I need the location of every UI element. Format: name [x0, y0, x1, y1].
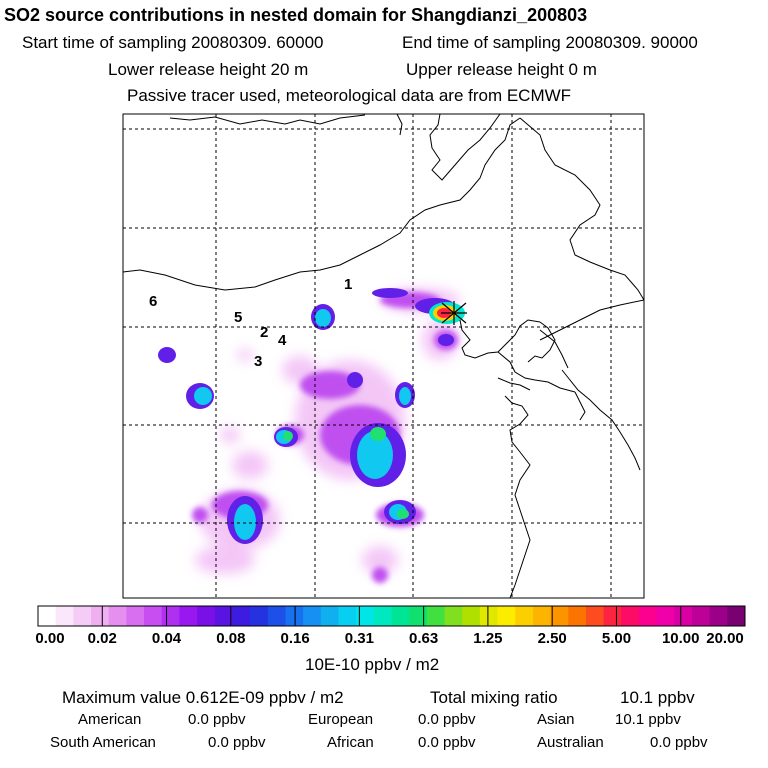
african-value: 0.0 ppbv [418, 734, 476, 751]
colorbar-swatch [515, 606, 534, 626]
colorbar-swatch [250, 606, 269, 626]
australian-value: 0.0 ppbv [650, 734, 708, 751]
colorbar-swatch [621, 606, 640, 626]
colorbar-tick-label: 10.00 [661, 630, 700, 647]
american-label: American [78, 711, 142, 728]
colorbar-tick-label: 2.50 [537, 630, 567, 647]
colorbar-swatch [267, 606, 286, 626]
colorbar-swatch [532, 606, 552, 626]
site-label-1: 1 [344, 276, 352, 293]
colorbar-swatch [603, 606, 622, 626]
start-time-label: Start time of sampling 20080309. 60000 [22, 33, 324, 52]
asian-label: Asian [537, 711, 575, 728]
colorbar-swatch [55, 606, 74, 626]
colorbar-swatch [691, 606, 711, 626]
colorbar-swatch [108, 606, 127, 626]
colorbar-tick-label: 0.08 [216, 630, 246, 647]
site-label-2: 2 [260, 324, 268, 341]
colorbar-frame [37, 605, 746, 627]
lat-lon-grid [123, 114, 644, 598]
australian-label: Australian [537, 734, 604, 751]
colorbar-swatch [426, 606, 446, 626]
colorbar-swatch [674, 606, 693, 626]
colorbar-swatch [144, 606, 163, 626]
lower-release-label: Lower release height 20 m [108, 60, 309, 79]
colorbar-swatch [161, 606, 180, 626]
south-american-value: 0.0 ppbv [208, 734, 266, 751]
tracer-label: Passive tracer used, meteorological data… [127, 86, 572, 105]
colorbar-swatch [214, 606, 233, 626]
colorbar-swatch [568, 606, 587, 626]
colorbar-swatch [391, 606, 410, 626]
colorbar-tick-label: 0.04 [151, 630, 182, 647]
colorbar-swatch [585, 606, 605, 626]
total-mixing-label: Total mixing ratio [430, 688, 558, 707]
colorbar-swatch [303, 606, 322, 626]
site-label-6: 6 [149, 293, 157, 310]
colorbar-swatch [497, 606, 516, 626]
concentration-field [158, 288, 465, 583]
colorbar-swatch [179, 606, 198, 626]
colorbar-swatch [479, 606, 499, 626]
european-value: 0.0 ppbv [418, 711, 476, 728]
colorbar-swatch [126, 606, 145, 626]
asian-value: 10.1 ppbv [615, 711, 681, 728]
colorbar-tick-label: 20.00 [706, 630, 744, 647]
colorbar-swatch [356, 606, 375, 626]
colorbar-swatch [656, 606, 675, 626]
colorbar [37, 605, 746, 627]
colorbar-tick-label: 1.25 [473, 630, 503, 647]
colorbar-swatch [638, 606, 658, 626]
colorbar-tick-label: 0.02 [87, 630, 117, 647]
colorbar-swatch [444, 606, 463, 626]
site-label-3: 3 [254, 353, 262, 370]
chart-title: SO2 source contributions in nested domai… [4, 5, 588, 25]
colorbar-swatch [727, 606, 746, 626]
max-value-label: Maximum value 0.612E-09 ppbv / m2 [62, 688, 344, 707]
colorbar-swatch [197, 606, 216, 626]
colorbar-tick-label: 0.00 [35, 630, 65, 647]
colorbar-swatch [232, 606, 251, 626]
total-mixing-value: 10.1 ppbv [620, 688, 695, 707]
colorbar-swatch [709, 606, 728, 626]
colorbar-swatch [38, 606, 57, 626]
american-value: 0.0 ppbv [188, 711, 246, 728]
country-borders [122, 113, 645, 599]
colorbar-unit-label: 10E-10 ppbv / m2 [305, 655, 440, 674]
european-label: European [308, 711, 374, 728]
colorbar-tick-label: 0.31 [344, 630, 374, 647]
site-label-4: 4 [278, 332, 287, 349]
colorbar-tick-label: 5.00 [601, 630, 632, 647]
colorbar-swatch [550, 606, 569, 626]
upper-release-label: Upper release height 0 m [406, 60, 597, 79]
end-time-label: End time of sampling 20080309. 90000 [402, 33, 698, 52]
south-american-label: South American [50, 734, 156, 751]
colorbar-swatch [285, 606, 304, 626]
colorbar-swatch [73, 606, 92, 626]
colorbar-swatch [409, 606, 428, 626]
map-frame [122, 113, 645, 599]
station-marker-icon [441, 301, 467, 325]
colorbar-swatch [320, 606, 339, 626]
colorbar-swatch [91, 606, 110, 626]
colorbar-tick-label: 0.63 [409, 630, 439, 647]
colorbar-tick-label: 0.16 [280, 630, 310, 647]
colorbar-swatch [373, 606, 392, 626]
colorbar-swatch [338, 606, 357, 626]
colorbar-swatch [462, 606, 481, 626]
african-label: African [327, 734, 374, 751]
site-label-5: 5 [234, 309, 242, 326]
